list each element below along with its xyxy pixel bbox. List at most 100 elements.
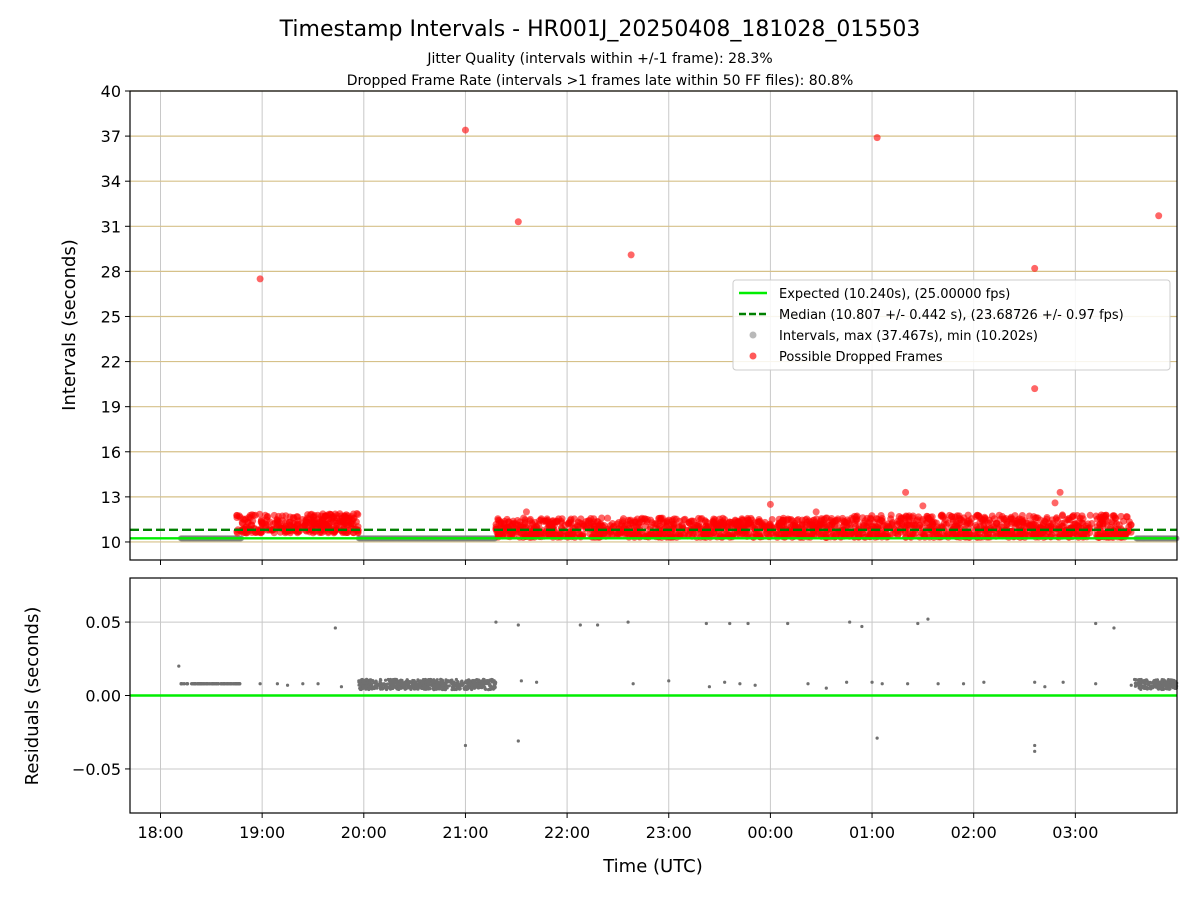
dropped-frame-point-2-662 bbox=[908, 531, 916, 539]
top-ylabel: Intervals (seconds) bbox=[59, 239, 80, 411]
top-ytick-label-10: 40 bbox=[101, 82, 121, 101]
residual-point-1-531 bbox=[466, 682, 471, 686]
residual-outlier-49 bbox=[1129, 683, 1133, 687]
residual-point-1-456 bbox=[413, 680, 417, 685]
residual-outlier-1 bbox=[258, 682, 262, 686]
residual-point-1-552 bbox=[492, 683, 496, 687]
residual-point-1-527 bbox=[485, 682, 489, 686]
dropped-frame-outlier-12 bbox=[766, 500, 774, 508]
residual-outlier-39 bbox=[961, 682, 966, 686]
chart-subtitle-jitter: Jitter Quality (intervals within +/-1 fr… bbox=[426, 51, 772, 67]
residual-point-1-344 bbox=[421, 677, 425, 682]
legend-label-1: Median (10.807 +/- 0.442 s), (23.68726 +… bbox=[779, 308, 1124, 323]
residual-outlier-15 bbox=[595, 623, 600, 627]
residual-point-2-134 bbox=[1143, 678, 1147, 683]
residual-point-1-436 bbox=[439, 684, 444, 689]
residual-outlier-10 bbox=[516, 623, 520, 627]
dropped-frame-point-0-308 bbox=[282, 518, 290, 526]
residual-outlier-46 bbox=[1094, 621, 1098, 626]
residual-outlier-41 bbox=[1033, 680, 1037, 684]
dropped-frame-point-1-824 bbox=[521, 520, 529, 528]
residual-outlier-16 bbox=[626, 620, 630, 624]
dropped-frame-point-1-802 bbox=[520, 514, 528, 522]
x-tick-label-3: 21:00 bbox=[442, 823, 488, 842]
residual-point-0-50 bbox=[180, 682, 184, 686]
dropped-frame-point-2-498 bbox=[851, 520, 859, 528]
residual-point-1-452 bbox=[376, 682, 381, 686]
residual-outlier-0 bbox=[177, 664, 181, 668]
x-tick-label-9: 03:00 bbox=[1052, 823, 1098, 842]
residual-outlier-36 bbox=[916, 621, 920, 626]
dropped-frame-point-0-262 bbox=[245, 513, 253, 521]
residual-point-2-114 bbox=[1169, 678, 1173, 682]
residual-point-1-403 bbox=[420, 686, 424, 690]
bottom-plot-frame bbox=[129, 577, 1178, 814]
residual-outlier-17 bbox=[631, 682, 635, 686]
dropped-frame-point-1-855 bbox=[731, 517, 739, 525]
dropped-frame-point-0-310 bbox=[236, 513, 244, 521]
residual-outlier-24 bbox=[738, 682, 742, 686]
residual-point-1-421 bbox=[419, 679, 423, 683]
residual-point-1-545 bbox=[473, 678, 478, 682]
residual-outlier-40 bbox=[982, 680, 986, 684]
residual-point-1-561 bbox=[459, 680, 463, 684]
dropped-frame-point-2-693 bbox=[1003, 521, 1011, 529]
residual-point-1-522 bbox=[428, 687, 432, 691]
residual-point-0-103 bbox=[228, 682, 232, 686]
dropped-frame-point-2-686 bbox=[898, 520, 906, 528]
residual-outlier-8 bbox=[463, 743, 468, 748]
residual-point-1-554 bbox=[437, 685, 441, 689]
residual-point-1-395 bbox=[467, 678, 471, 682]
dropped-frame-point-2-609 bbox=[859, 520, 867, 528]
dropped-frame-point-2-547 bbox=[1086, 511, 1094, 519]
residual-point-0-83 bbox=[202, 682, 206, 686]
residual-point-0-102 bbox=[193, 682, 197, 686]
dropped-frame-outlier-9 bbox=[919, 502, 927, 510]
legend-label-0: Expected (10.240s), (25.00000 fps) bbox=[779, 287, 1010, 302]
residual-outlier-11 bbox=[516, 739, 520, 743]
x-tick-label-2: 20:00 bbox=[341, 823, 387, 842]
dropped-frame-point-1-793 bbox=[695, 521, 703, 529]
residual-point-1-473 bbox=[372, 686, 376, 691]
dropped-frame-outlier-2 bbox=[514, 218, 522, 226]
residual-point-1-449 bbox=[447, 679, 451, 683]
residual-point-1-370 bbox=[382, 682, 386, 686]
dropped-frame-point-0-277 bbox=[262, 520, 270, 528]
x-tick-label-6: 00:00 bbox=[747, 823, 793, 842]
residual-point-1-492 bbox=[358, 686, 362, 690]
residual-point-1-461 bbox=[421, 681, 425, 685]
dropped-frame-point-1-691 bbox=[663, 520, 671, 528]
residual-outlier-12 bbox=[519, 679, 523, 683]
dropped-frame-outlier-6 bbox=[1031, 385, 1039, 393]
legend-label-3: Possible Dropped Frames bbox=[779, 350, 943, 365]
dropped-frame-point-0-303 bbox=[294, 520, 302, 528]
bottom-ytick-label-0: −0.05 bbox=[72, 760, 121, 779]
residual-point-1-512 bbox=[455, 681, 459, 685]
residual-point-1-556 bbox=[401, 684, 406, 688]
x-tick-label-8: 02:00 bbox=[951, 823, 997, 842]
residual-outlier-23 bbox=[723, 680, 727, 684]
dropped-frame-point-1-864 bbox=[557, 517, 565, 525]
residual-point-1-495 bbox=[412, 687, 416, 691]
top-ytick-label-1: 13 bbox=[101, 488, 121, 507]
dropped-frame-point-2-713 bbox=[951, 522, 959, 530]
dropped-frame-point-1-905 bbox=[599, 523, 607, 531]
residual-point-1-514 bbox=[480, 684, 484, 689]
dropped-frame-point-0-307 bbox=[352, 518, 360, 526]
dropped-frame-point-0-216 bbox=[282, 512, 290, 520]
dropped-frame-outlier-3 bbox=[627, 251, 635, 259]
residual-outlier-43 bbox=[1033, 749, 1037, 753]
dropped-frame-point-2-688 bbox=[1030, 530, 1038, 538]
residual-point-0-100 bbox=[198, 682, 202, 686]
dropped-frame-point-2-644 bbox=[909, 512, 917, 520]
residual-point-1-494 bbox=[476, 679, 480, 683]
residual-point-1-309 bbox=[416, 678, 420, 682]
residual-outlier-44 bbox=[1043, 685, 1047, 689]
dropped-frame-point-0-280 bbox=[304, 511, 312, 519]
residual-point-2-178 bbox=[1168, 684, 1173, 688]
residual-point-1-352 bbox=[489, 684, 493, 688]
dropped-frame-point-1-851 bbox=[537, 515, 545, 523]
residual-point-0-93 bbox=[185, 682, 190, 686]
residual-point-2-174 bbox=[1143, 685, 1147, 689]
